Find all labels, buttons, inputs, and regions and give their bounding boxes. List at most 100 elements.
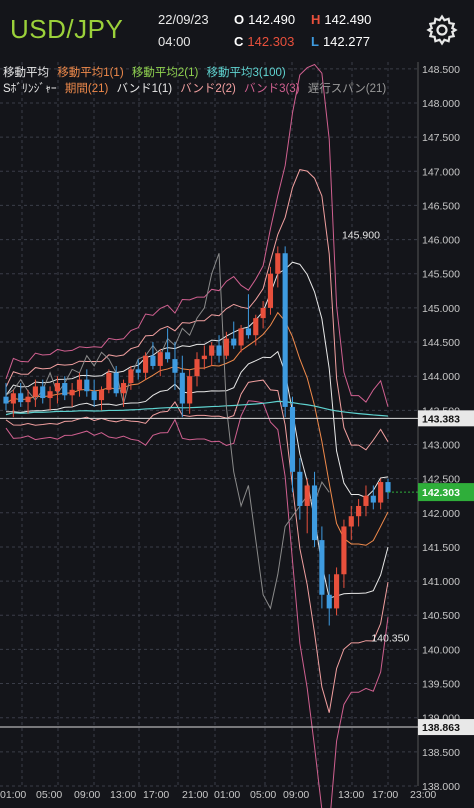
x-tick-label: 09:00 <box>283 789 309 801</box>
candle-body <box>319 540 325 595</box>
candle-body <box>297 471 303 506</box>
currency-pair-title[interactable]: USD/JPY <box>10 14 124 44</box>
candle-body <box>223 338 229 356</box>
ma3-line <box>5 400 389 417</box>
candle-body <box>3 396 9 404</box>
candle-body <box>32 386 38 397</box>
candle-body <box>289 406 296 472</box>
y-tick-label: 146.000 <box>422 235 460 247</box>
open-price: 142.490 <box>248 12 296 27</box>
candle-body <box>172 359 178 373</box>
candle-body <box>311 485 318 541</box>
x-tick-label: 17:00 <box>143 789 169 801</box>
candle-body <box>18 393 24 403</box>
y-tick-label: 145.000 <box>422 303 460 315</box>
band1-legend: バンド1(1) <box>116 83 173 95</box>
candle-body <box>187 376 193 404</box>
ma2-legend: 移動平均2(1) <box>131 67 199 79</box>
candle-body <box>253 318 259 336</box>
candle-body <box>157 352 163 366</box>
moving-average-legend: 移動平均 移動平均1(1) 移動平均2(1) 移動平均3(100) <box>3 64 291 80</box>
candle-body <box>201 355 207 360</box>
y-tick-label: 142.000 <box>422 508 460 520</box>
candle-body <box>84 379 90 392</box>
band3-legend: バンド3(3) <box>244 83 300 95</box>
candle-body <box>378 482 384 503</box>
y-tick-label: 148.000 <box>422 98 460 110</box>
x-tick-label: 13:00 <box>338 789 364 801</box>
candle-body <box>10 393 16 404</box>
low-key: L <box>311 34 319 49</box>
candle-body <box>216 345 222 356</box>
chart-header: USD/JPY 22/09/23 04:00 O 142.490 H 142.490… <box>0 0 474 62</box>
high-value: H 142.490 <box>311 12 371 27</box>
candle-body <box>348 516 354 527</box>
candle-body <box>165 352 171 360</box>
y-tick-label: 148.500 <box>422 64 460 76</box>
close-price: 142.303 <box>247 34 295 49</box>
y-tick-label: 147.000 <box>422 166 460 178</box>
price-line-tag <box>418 410 474 427</box>
x-tick-label: 05:00 <box>250 789 276 801</box>
candle-body <box>282 253 288 407</box>
candle-body <box>334 574 340 609</box>
candle-body <box>194 359 200 377</box>
bollinger-legend: Sﾎﾞﾘﾝｼﾞｬｰ 期間(21) バンド1(1) バンド2(2) バンド3(3)… <box>3 80 391 96</box>
y-tick-label: 145.500 <box>422 269 460 281</box>
low-value: L 142.277 <box>311 34 370 49</box>
candle-body <box>385 482 391 493</box>
current-price-tag <box>418 483 474 502</box>
y-tick-label: 138.000 <box>422 781 460 793</box>
price-annotation: 145.900 <box>342 229 380 241</box>
candle-body <box>128 369 134 384</box>
x-tick-label: 21:00 <box>182 789 208 801</box>
lag-span-legend: 遅行スパン(21) <box>307 83 387 95</box>
candle-body <box>231 338 237 346</box>
bar-date: 22/09/23 <box>158 12 209 27</box>
band2-upper <box>5 169 389 451</box>
candle-body <box>135 369 141 373</box>
gear-icon[interactable] <box>426 14 458 46</box>
y-tick-label: 139.500 <box>422 679 460 691</box>
candle-body <box>113 372 119 394</box>
ma3-legend: 移動平均3(100) <box>206 67 286 79</box>
y-tick-label: 142.500 <box>422 474 460 486</box>
candle-body <box>356 505 362 517</box>
close-value: C 142.303 <box>234 34 294 49</box>
candle-body <box>106 372 112 390</box>
band3-upper <box>5 63 389 407</box>
candle-body <box>150 355 156 366</box>
candle-body <box>370 495 376 503</box>
band3-lower <box>5 400 389 808</box>
candle-body <box>25 396 31 403</box>
price-annotation: 140.350 <box>371 632 409 644</box>
high-key: H <box>311 12 321 27</box>
candle-body <box>143 355 149 373</box>
high-price: 142.490 <box>324 12 372 27</box>
x-tick-label: 01:00 <box>0 789 26 801</box>
candle-body <box>120 383 127 394</box>
x-tick-label: 09:00 <box>74 789 100 801</box>
candle-body <box>260 307 266 319</box>
candle-body <box>326 594 332 609</box>
ma1-legend: 移動平均1(1) <box>57 67 124 79</box>
candle-body <box>47 391 53 399</box>
x-tick-label: 13:00 <box>110 789 136 801</box>
candle-body <box>91 391 97 401</box>
candle-body <box>245 328 251 336</box>
y-tick-label: 146.500 <box>422 200 460 212</box>
x-tick-label: 01:00 <box>214 789 240 801</box>
candle-body <box>69 389 75 396</box>
band1-upper <box>5 261 389 499</box>
candle-body <box>304 485 310 506</box>
y-tick-label: 141.500 <box>422 542 460 554</box>
candle-body <box>341 526 347 575</box>
candle-body <box>40 386 46 399</box>
candle-body <box>238 328 244 346</box>
x-tick-label: 05:00 <box>36 789 62 801</box>
candle-body <box>275 253 281 274</box>
candle-body <box>54 383 60 392</box>
ma-legend-label: 移動平均 <box>3 67 49 79</box>
candle-body <box>76 379 83 390</box>
